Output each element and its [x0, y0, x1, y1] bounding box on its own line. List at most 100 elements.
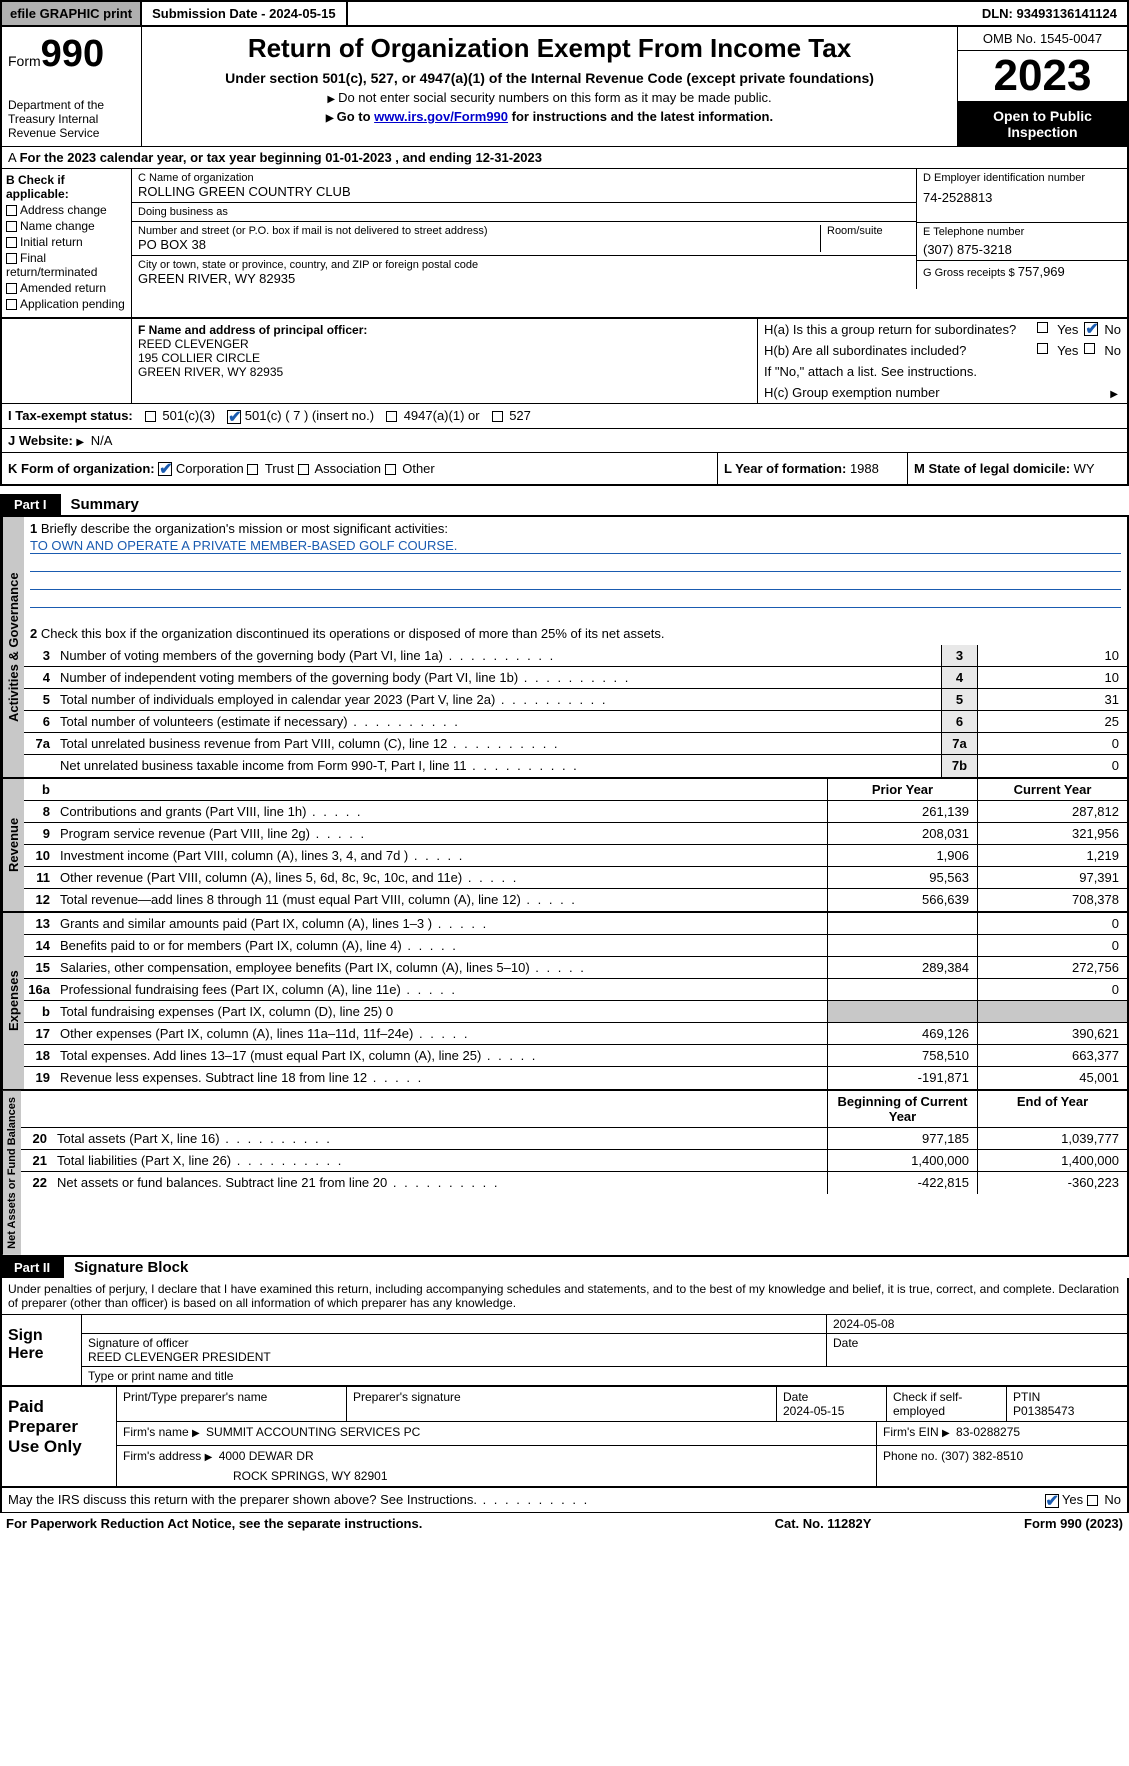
line-num: 12: [24, 889, 56, 911]
cat-no: Cat. No. 11282Y: [723, 1516, 923, 1531]
line-num: 4: [24, 667, 56, 688]
dept-treasury: Department of the Treasury Internal Reve…: [8, 98, 135, 140]
current-val: 663,377: [977, 1045, 1127, 1066]
prior-val: 566,639: [827, 889, 977, 911]
form-header: Form990 Department of the Treasury Inter…: [0, 27, 1129, 146]
chk-trust[interactable]: [247, 464, 258, 475]
prep-date-hdr: Date: [783, 1390, 880, 1404]
line-val: 0: [977, 755, 1127, 777]
col-b-header: B Check if applicable:: [6, 173, 127, 201]
ha-no[interactable]: [1084, 322, 1098, 336]
phone-label: E Telephone number: [923, 226, 1121, 238]
entity-info: B Check if applicable: Address change Na…: [0, 168, 1129, 319]
line-num: 15: [24, 957, 56, 978]
line-desc: Investment income (Part VIII, column (A)…: [56, 845, 827, 866]
inspection-label: Open to Public Inspection: [958, 102, 1127, 146]
firm-addr1: 4000 DEWAR DR: [219, 1449, 314, 1463]
hdr-prior-year: Prior Year: [827, 779, 977, 800]
section-a-tax-year: A For the 2023 calendar year, or tax yea…: [0, 146, 1129, 168]
chk-527[interactable]: [492, 411, 503, 422]
firm-name-label: Firm's name: [123, 1425, 189, 1439]
ha-yes[interactable]: [1037, 322, 1048, 333]
line-num: 3: [24, 645, 56, 666]
mission-text: TO OWN AND OPERATE A PRIVATE MEMBER-BASE…: [30, 538, 1121, 554]
prior-val: [827, 1001, 977, 1022]
current-val: 0: [977, 979, 1127, 1000]
chk-initial-return[interactable]: [6, 237, 17, 248]
chk-name-change[interactable]: [6, 221, 17, 232]
chk-501c[interactable]: [227, 410, 241, 424]
line-desc: Revenue less expenses. Subtract line 18 …: [56, 1067, 827, 1089]
ptin-label: PTIN: [1013, 1390, 1121, 1404]
line-box: 7b: [941, 755, 977, 777]
form-note-2-pre: Go to: [337, 109, 375, 124]
chk-pending[interactable]: [6, 299, 17, 310]
line-num: 11: [24, 867, 56, 888]
line-num: 13: [24, 913, 56, 934]
chk-final-return[interactable]: [6, 253, 17, 264]
state-domicile: M State of legal domicile: WY: [907, 453, 1127, 485]
chk-assoc[interactable]: [298, 464, 309, 475]
paid-preparer-block: Paid Preparer Use Only Print/Type prepar…: [0, 1387, 1129, 1488]
chk-amended[interactable]: [6, 283, 17, 294]
dln: DLN: 93493136141124: [972, 2, 1127, 25]
hb-note: If "No," attach a list. See instructions…: [764, 364, 1121, 379]
line-desc: Salaries, other compensation, employee b…: [56, 957, 827, 978]
discuss-yes[interactable]: [1045, 1494, 1059, 1508]
hb-yes[interactable]: [1037, 343, 1048, 354]
sign-here-label: Sign Here: [2, 1315, 82, 1385]
chk-4947[interactable]: [386, 411, 397, 422]
submission-date: Submission Date - 2024-05-15: [142, 2, 348, 25]
chk-501c3[interactable]: [145, 411, 156, 422]
date-label: Date: [827, 1334, 1127, 1366]
current-val: [977, 1001, 1127, 1022]
current-val: 272,756: [977, 957, 1127, 978]
prior-val: [827, 913, 977, 934]
chk-corp[interactable]: [158, 462, 172, 476]
chk-address-change[interactable]: [6, 205, 17, 216]
netassets-label: Net Assets or Fund Balances: [2, 1091, 21, 1255]
tax-exempt-status-row: I Tax-exempt status: 501(c)(3) 501(c) ( …: [0, 404, 1129, 429]
line-desc: Other revenue (Part VIII, column (A), li…: [56, 867, 827, 888]
line-num: 5: [24, 689, 56, 710]
prior-val: [827, 979, 977, 1000]
line-desc: Benefits paid to or for members (Part IX…: [56, 935, 827, 956]
line-desc: Number of voting members of the governin…: [56, 645, 941, 666]
prep-sig-hdr: Preparer's signature: [347, 1387, 777, 1421]
firm-name: SUMMIT ACCOUNTING SERVICES PC: [206, 1425, 420, 1439]
form-footer: Form 990 (2023): [923, 1516, 1123, 1531]
room-label: Room/suite: [827, 225, 910, 237]
chk-other[interactable]: [385, 464, 396, 475]
part-2-header: Part II Signature Block: [0, 1257, 1129, 1278]
irs-link[interactable]: www.irs.gov/Form990: [374, 109, 508, 124]
gross-receipts: 757,969: [1018, 264, 1065, 279]
hb-no[interactable]: [1084, 343, 1095, 354]
current-val: 1,219: [977, 845, 1127, 866]
prior-val: 289,384: [827, 957, 977, 978]
end-val: 1,400,000: [977, 1150, 1127, 1171]
prior-val: 208,031: [827, 823, 977, 844]
paid-preparer-label: Paid Preparer Use Only: [2, 1387, 117, 1486]
form-note-1: Do not enter social security numbers on …: [338, 90, 772, 105]
line-box: 3: [941, 645, 977, 666]
officer-name: REED CLEVENGER: [138, 337, 751, 351]
website-value: N/A: [91, 433, 113, 448]
prep-self-emp: Check if self-employed: [893, 1390, 962, 1418]
form-subtitle: Under section 501(c), 527, or 4947(a)(1)…: [148, 70, 951, 86]
line-box: 6: [941, 711, 977, 732]
current-val: 708,378: [977, 889, 1127, 911]
line-val: 31: [977, 689, 1127, 710]
firm-addr2: ROCK SPRINGS, WY 82901: [123, 1469, 870, 1483]
efile-print-button[interactable]: efile GRAPHIC print: [2, 2, 142, 25]
prior-val: 469,126: [827, 1023, 977, 1044]
form-note-2-post: for instructions and the latest informat…: [508, 109, 773, 124]
officer-addr1: 195 COLLIER CIRCLE: [138, 351, 751, 365]
prior-val: -191,871: [827, 1067, 977, 1089]
officer-addr2: GREEN RIVER, WY 82935: [138, 365, 751, 379]
discuss-row: May the IRS discuss this return with the…: [0, 1488, 1129, 1513]
signature-declaration: Under penalties of perjury, I declare th…: [0, 1278, 1129, 1314]
org-name-label: C Name of organization: [138, 172, 910, 184]
form-title: Return of Organization Exempt From Incom…: [148, 33, 951, 64]
line-num: 16a: [24, 979, 56, 1000]
discuss-no[interactable]: [1087, 1495, 1098, 1506]
